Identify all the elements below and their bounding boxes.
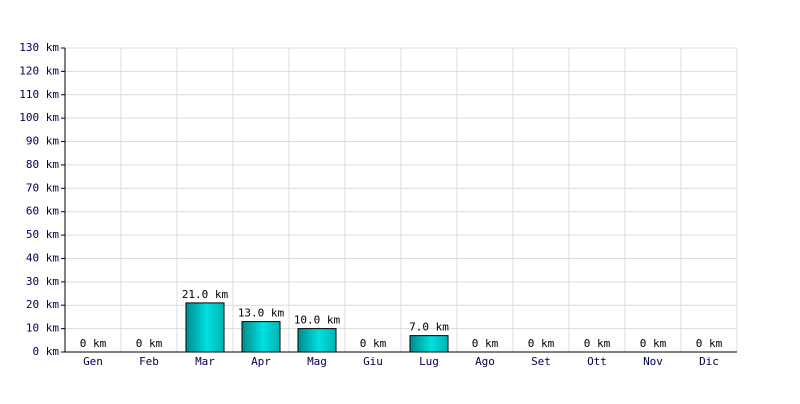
y-tick-label: 30 km bbox=[26, 275, 59, 288]
bar bbox=[409, 335, 449, 353]
x-tick-label: Lug bbox=[419, 355, 439, 368]
value-label: 13.0 km bbox=[238, 307, 285, 320]
x-tick-label: Mar bbox=[195, 355, 215, 368]
value-label: 0 km bbox=[472, 337, 499, 350]
x-tick-label: Set bbox=[531, 355, 551, 368]
y-tick-label: 50 km bbox=[26, 228, 59, 241]
value-label: 0 km bbox=[136, 337, 163, 350]
x-tick-label: Dic bbox=[699, 355, 719, 368]
x-tick-label: Apr bbox=[251, 355, 271, 368]
y-tick-label: 90 km bbox=[26, 135, 59, 148]
x-tick-label: Feb bbox=[139, 355, 159, 368]
x-tick-label: Gen bbox=[83, 355, 103, 368]
value-label: 0 km bbox=[696, 337, 723, 350]
bar bbox=[185, 302, 225, 353]
value-label: 0 km bbox=[360, 337, 387, 350]
y-tick-label: 0 km bbox=[33, 345, 60, 358]
y-tick-label: 110 km bbox=[19, 88, 59, 101]
grid bbox=[65, 47, 738, 353]
y-tick-label: 10 km bbox=[26, 322, 59, 335]
value-label: 0 km bbox=[528, 337, 555, 350]
x-tick-label: Giu bbox=[363, 355, 383, 368]
x-tick-label: Ago bbox=[475, 355, 495, 368]
value-label: 0 km bbox=[584, 337, 611, 350]
value-label: 10.0 km bbox=[294, 314, 341, 327]
y-tick-label: 130 km bbox=[19, 41, 59, 54]
y-tick-label: 70 km bbox=[26, 181, 59, 194]
y-tick-label: 100 km bbox=[19, 111, 59, 124]
value-label: 0 km bbox=[640, 337, 667, 350]
y-tick-label: 40 km bbox=[26, 251, 59, 264]
bar bbox=[297, 328, 337, 353]
x-tick-label: Ott bbox=[587, 355, 607, 368]
y-tick-label: 20 km bbox=[26, 298, 59, 311]
y-tick-label: 80 km bbox=[26, 158, 59, 171]
value-label: 0 km bbox=[80, 337, 107, 350]
marks: 0 km 0 km 21.0 km 13.0 km 10.0 km 0 km 7.0 km 0… bbox=[80, 288, 723, 353]
value-label: 7.0 km bbox=[409, 321, 449, 334]
value-label: 21.0 km bbox=[182, 288, 229, 301]
x-tick-label: Mag bbox=[307, 355, 327, 368]
bar bbox=[241, 321, 281, 353]
y-tick-label: 120 km bbox=[19, 64, 59, 77]
x-tick-label: Nov bbox=[643, 355, 663, 368]
y-tick-label: 60 km bbox=[26, 205, 59, 218]
